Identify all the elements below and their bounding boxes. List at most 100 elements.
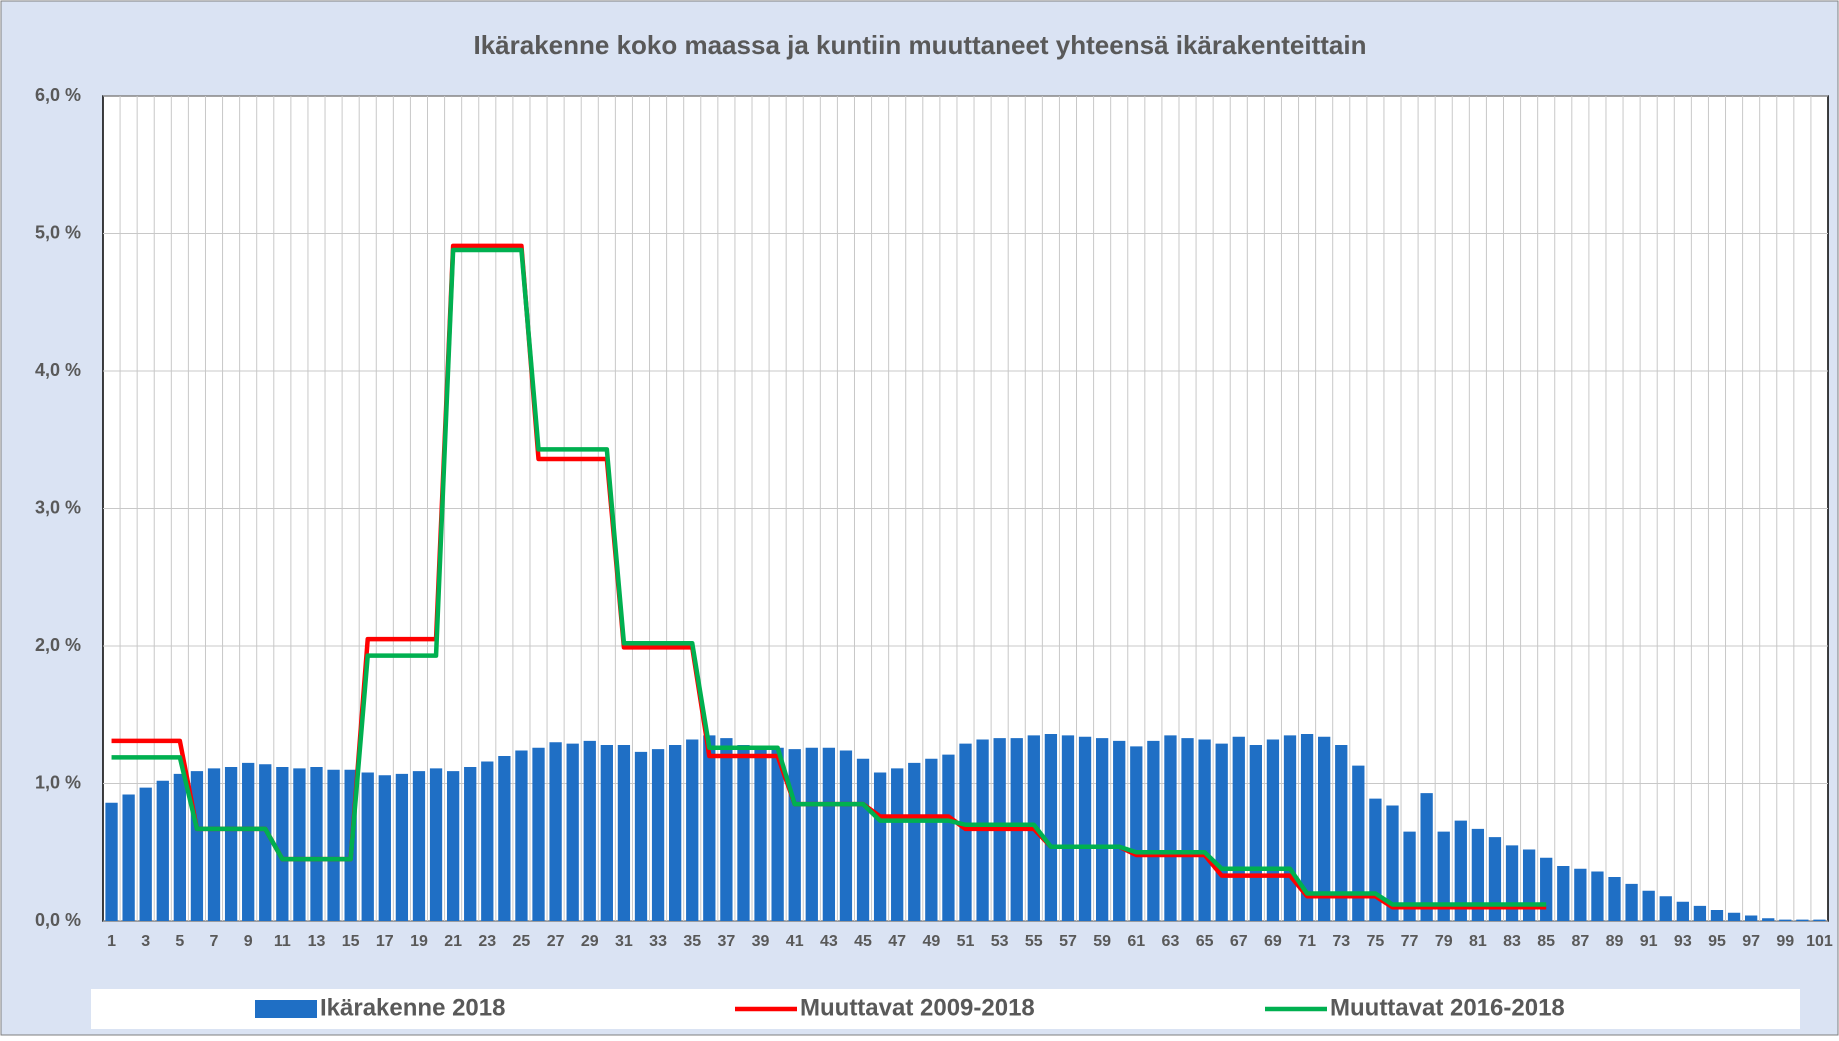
x-tick-label: 27 [547,933,565,950]
y-tick-label: 5,0 % [35,222,81,242]
bar [891,768,904,921]
y-tick-label: 3,0 % [35,497,81,517]
bar [1471,828,1485,921]
bar [1113,740,1126,921]
bar [873,772,887,921]
bar [1300,734,1314,921]
bar [207,768,221,921]
bar [156,780,169,921]
x-tick-label: 93 [1674,933,1692,950]
x-tick-label: 85 [1537,933,1555,950]
bar [1130,746,1143,921]
x-tick-label: 1 [107,933,116,950]
x-tick-label: 37 [717,933,735,950]
legend-label: Ikärakenne 2018 [320,994,505,1021]
x-tick-label: 43 [820,933,838,950]
bar [1505,845,1519,921]
bar [395,773,409,921]
bar [1557,866,1570,921]
bar [1335,745,1348,921]
bar [1283,735,1297,921]
bar [412,771,426,921]
chart-title: Ikärakenne koko maassa ja kuntiin muutta… [473,30,1366,60]
x-tick-label: 63 [1162,933,1180,950]
bar [1078,736,1092,921]
x-tick-label: 57 [1059,933,1077,950]
x-tick-label: 91 [1640,933,1658,950]
bar [839,750,853,921]
bar [242,762,255,921]
x-tick-label: 59 [1093,933,1111,950]
bar [1779,919,1792,921]
bar [925,758,938,921]
y-tick-label: 4,0 % [35,360,81,380]
bar [464,767,477,921]
x-tick-label: 15 [342,933,360,950]
line [111,247,1547,907]
bar [276,767,289,921]
bar [327,769,340,921]
bar [378,775,391,921]
bar [293,768,306,921]
x-tick-label: 19 [410,933,428,950]
bar [1608,877,1621,921]
bar [1061,735,1075,921]
x-tick-label: 41 [786,933,804,950]
x-tick-label: 97 [1742,933,1760,950]
bar [1232,736,1245,921]
legend-label: Muuttavat 2016-2018 [1330,994,1565,1021]
bar [1454,820,1467,921]
bar [651,749,665,921]
bar [942,754,955,921]
x-tick-label: 95 [1708,933,1726,950]
bar [498,756,511,921]
x-tick-label: 55 [1025,933,1043,950]
bar [122,794,135,921]
bar [429,768,443,921]
bar [1727,912,1741,921]
bar [1762,918,1775,921]
bar [583,740,596,921]
bar [1215,743,1228,921]
x-tick-label: 73 [1332,933,1350,950]
bar [1437,831,1450,921]
bar [1164,735,1177,921]
bar [1659,896,1672,921]
bar [1574,868,1587,921]
bar [1095,738,1109,921]
bar [1522,849,1536,921]
bar [1181,738,1194,921]
x-tick-label: 99 [1776,933,1794,950]
bar [1591,871,1604,921]
bar [908,762,921,921]
x-tick-label: 71 [1298,933,1316,950]
bar [105,802,118,921]
bar [515,750,528,921]
x-tick-label: 35 [683,933,701,950]
y-tick-label: 6,0 % [35,85,81,105]
bar [617,745,631,921]
x-tick-label: 17 [376,933,394,950]
bar [600,745,613,921]
bar [1642,890,1655,921]
bar [361,772,374,921]
bar [1693,905,1707,921]
bar [686,739,699,921]
x-tick-label: 69 [1264,933,1282,950]
bar [1318,736,1331,921]
y-tick-label: 1,0 % [35,772,81,792]
bar [1625,883,1638,921]
x-tick-label: 53 [991,933,1009,950]
bar [1488,837,1502,921]
legend-swatch [255,1000,317,1018]
x-tick-label: 81 [1469,933,1487,950]
bar [310,767,323,921]
x-tick-label: 3 [141,933,150,950]
bar [1044,734,1058,921]
bar [1386,805,1399,921]
bar [1249,745,1262,921]
x-tick-label: 9 [244,933,253,950]
bar [634,751,648,921]
